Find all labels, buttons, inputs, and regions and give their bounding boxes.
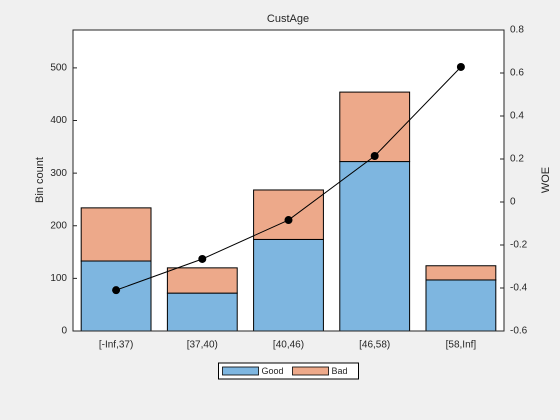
bar xyxy=(339,161,411,332)
y2-tick-label: 0.8 xyxy=(510,25,524,36)
x-tick-label: [37,40) xyxy=(187,340,218,351)
bar xyxy=(80,260,152,332)
y2-tick-label: 0.2 xyxy=(510,154,524,165)
legend-swatch xyxy=(222,366,259,376)
axes-box xyxy=(72,29,505,332)
bar xyxy=(166,292,238,332)
y2-tick-label: 0 xyxy=(510,197,516,208)
y2-tick-label: -0.6 xyxy=(510,326,528,337)
y-tick-label: 0 xyxy=(61,326,67,337)
bar xyxy=(425,279,497,332)
y-tick-label: 100 xyxy=(50,273,67,284)
chart-title: CustAge xyxy=(267,13,309,25)
x-tick-label: [46,58) xyxy=(359,340,390,351)
y-axis-label: Bin count xyxy=(34,157,46,203)
woe-marker xyxy=(112,286,121,295)
y-tick-label: 500 xyxy=(50,63,67,74)
bar xyxy=(425,265,497,281)
bar xyxy=(253,238,324,332)
bar xyxy=(339,91,411,163)
bar xyxy=(80,207,152,262)
legend-label: Good xyxy=(262,366,284,376)
legend-swatch xyxy=(292,366,329,376)
x-tick-label: [-Inf,37) xyxy=(99,340,133,351)
y2-tick-label: 0.4 xyxy=(510,111,524,122)
y2-tick-label: 0.6 xyxy=(510,68,524,79)
bar xyxy=(166,267,238,294)
x-tick-label: [40,46) xyxy=(273,340,304,351)
y2-tick-label: -0.4 xyxy=(510,283,528,294)
woe-marker xyxy=(456,62,465,71)
woe-marker xyxy=(284,216,293,225)
bar xyxy=(253,189,324,240)
y-tick-label: 300 xyxy=(50,168,67,179)
legend-label: Bad xyxy=(332,366,348,376)
y2-axis-label: WOE xyxy=(540,167,552,193)
y2-tick-label: -0.2 xyxy=(510,240,528,251)
woe-marker xyxy=(370,151,379,160)
y-tick-label: 400 xyxy=(50,115,67,126)
y-tick-label: 200 xyxy=(50,220,67,231)
woe-marker xyxy=(198,254,207,263)
x-tick-label: [58,Inf] xyxy=(446,340,477,351)
